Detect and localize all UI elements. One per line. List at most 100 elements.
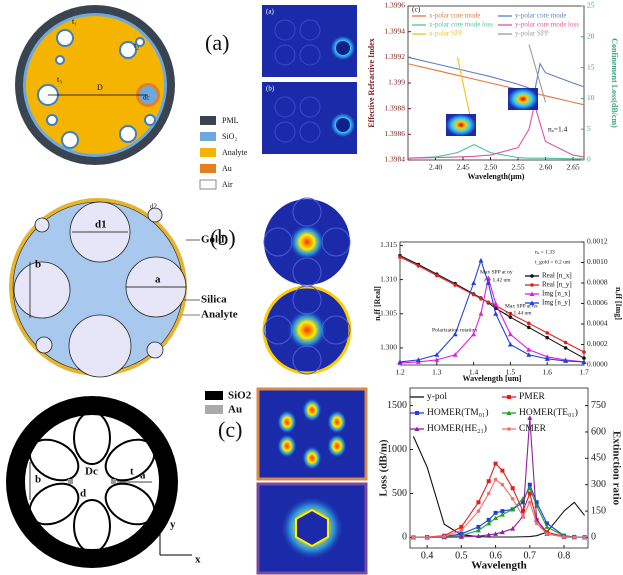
marker <box>526 352 531 357</box>
x-axis-label: Wavelength [um] <box>463 374 522 383</box>
annotation: t_gold = 0.2 um <box>535 259 571 265</box>
legend-label: PMER <box>519 392 546 402</box>
y2-tick-label: 0 <box>591 532 596 543</box>
marker <box>583 536 587 540</box>
marker <box>460 529 464 533</box>
label: D <box>97 83 103 92</box>
y2-tick-label: 750 <box>591 400 606 411</box>
marker <box>425 535 429 539</box>
image-label: (a) <box>266 8 274 16</box>
marker <box>476 500 480 504</box>
legend-label: CMER <box>519 424 547 434</box>
y2-tick-label: 15 <box>587 62 595 71</box>
mode-images-a: (a) (b) <box>262 5 357 154</box>
y2-tick-label: 0.0008 <box>587 278 608 287</box>
marker <box>545 532 549 536</box>
legend-label: x-polar SPP <box>429 30 463 38</box>
y-tick-label: 1.399 <box>388 78 405 87</box>
label: Dc <box>85 466 98 478</box>
y2-tick-label: 0.0010 <box>587 257 608 266</box>
marker <box>471 281 476 286</box>
legend-label: Img [n_y] <box>542 299 570 307</box>
marker <box>494 462 498 466</box>
marker <box>479 297 483 301</box>
label: a <box>155 274 161 286</box>
marker <box>412 536 416 540</box>
y-tick-label: 1.3986 <box>384 129 405 138</box>
legend-label: Real [n_x] <box>542 272 572 280</box>
label: t <box>130 466 134 478</box>
schematic-a: t₁ t₂ t₃ D dc <box>15 5 175 165</box>
series-line <box>413 485 584 538</box>
x-tick-label: 1.3 <box>432 368 442 377</box>
legend-label: HOMER(HE₂₁) <box>427 423 487 434</box>
y-axis-label: Loss (dB/m) <box>378 439 390 496</box>
legend-label: SiO2 <box>228 390 252 402</box>
inset <box>508 88 538 110</box>
y-tick-label: 1.3992 <box>384 52 405 61</box>
schematic-c: t b a Dc d y x <box>6 396 201 568</box>
marker <box>564 346 568 350</box>
annotation: λ = 1.44 um <box>505 310 532 316</box>
marker <box>545 336 549 340</box>
marker <box>487 479 491 483</box>
x-tick-label: 2.55 <box>511 163 524 172</box>
legend-label: Au <box>222 164 232 173</box>
x-tick-label: 2.60 <box>539 163 552 172</box>
y2-tick-label: 25 <box>587 1 595 10</box>
panel-label: (a) <box>205 30 229 55</box>
marker <box>494 511 498 515</box>
annotation: Max SPP at nx <box>505 303 538 309</box>
marker <box>478 311 483 316</box>
marker <box>508 332 513 337</box>
marker <box>535 522 539 526</box>
x-tick-label: 0.5 <box>455 550 468 561</box>
legend-label: Analyte <box>222 148 248 157</box>
marker <box>527 322 531 326</box>
y-tick-label: 1000 <box>387 444 407 455</box>
marker <box>477 509 481 513</box>
marker <box>507 427 511 431</box>
legend-label: y-polar core mode <box>515 12 566 20</box>
y2-tick-label: 450 <box>591 453 606 464</box>
marker <box>527 326 531 330</box>
marker <box>415 411 419 415</box>
legend-label: HOMER(TM₀₁) <box>427 407 489 418</box>
mode-images-b <box>264 198 350 374</box>
x-tick-label: 2.45 <box>456 163 469 172</box>
marker <box>564 341 568 345</box>
label: d2 <box>150 203 158 211</box>
y2-tick-label: 600 <box>591 426 606 437</box>
marker <box>398 255 402 259</box>
legend-label: Air <box>222 180 233 189</box>
y2-tick-label: 0.0004 <box>587 319 608 328</box>
marker <box>494 478 498 482</box>
y2-axis-label: Confinement Loss(dB/cm) <box>610 38 619 128</box>
annotation: (c) <box>412 5 421 14</box>
series-line <box>413 488 584 537</box>
marker <box>417 264 421 268</box>
y-axis-label: Effective Refractive Index <box>367 38 376 127</box>
legend-label: SiO₂ <box>222 132 237 141</box>
marker <box>545 331 549 335</box>
legend-label: y-polar SPP <box>515 30 549 38</box>
marker <box>573 535 577 539</box>
legend-c: SiO2 Au <box>205 390 252 416</box>
marker <box>501 483 505 487</box>
label: t₃ <box>57 75 62 84</box>
series-line <box>413 464 584 538</box>
x-tick-label: 0.4 <box>421 550 434 561</box>
legend-a: PML SiO₂ Analyte Au Air <box>200 116 248 189</box>
y-tick-label: 1.310 <box>380 274 397 283</box>
x-tick-label: 1.6 <box>543 368 553 377</box>
y2-tick-label: 20 <box>587 32 595 41</box>
y2-tick-label: 0.0000 <box>587 360 608 369</box>
x-axis-label: Wavelength(μm) <box>468 172 525 181</box>
y-tick-label: 1.3984 <box>384 155 405 164</box>
legend-label: Au <box>228 404 242 416</box>
marker <box>582 350 586 354</box>
marker <box>500 469 504 473</box>
marker <box>562 535 566 539</box>
y2-tick-label: 0.0012 <box>587 237 608 246</box>
charts: 1.39841.39861.39881.3991.39921.39941.399… <box>367 1 623 572</box>
